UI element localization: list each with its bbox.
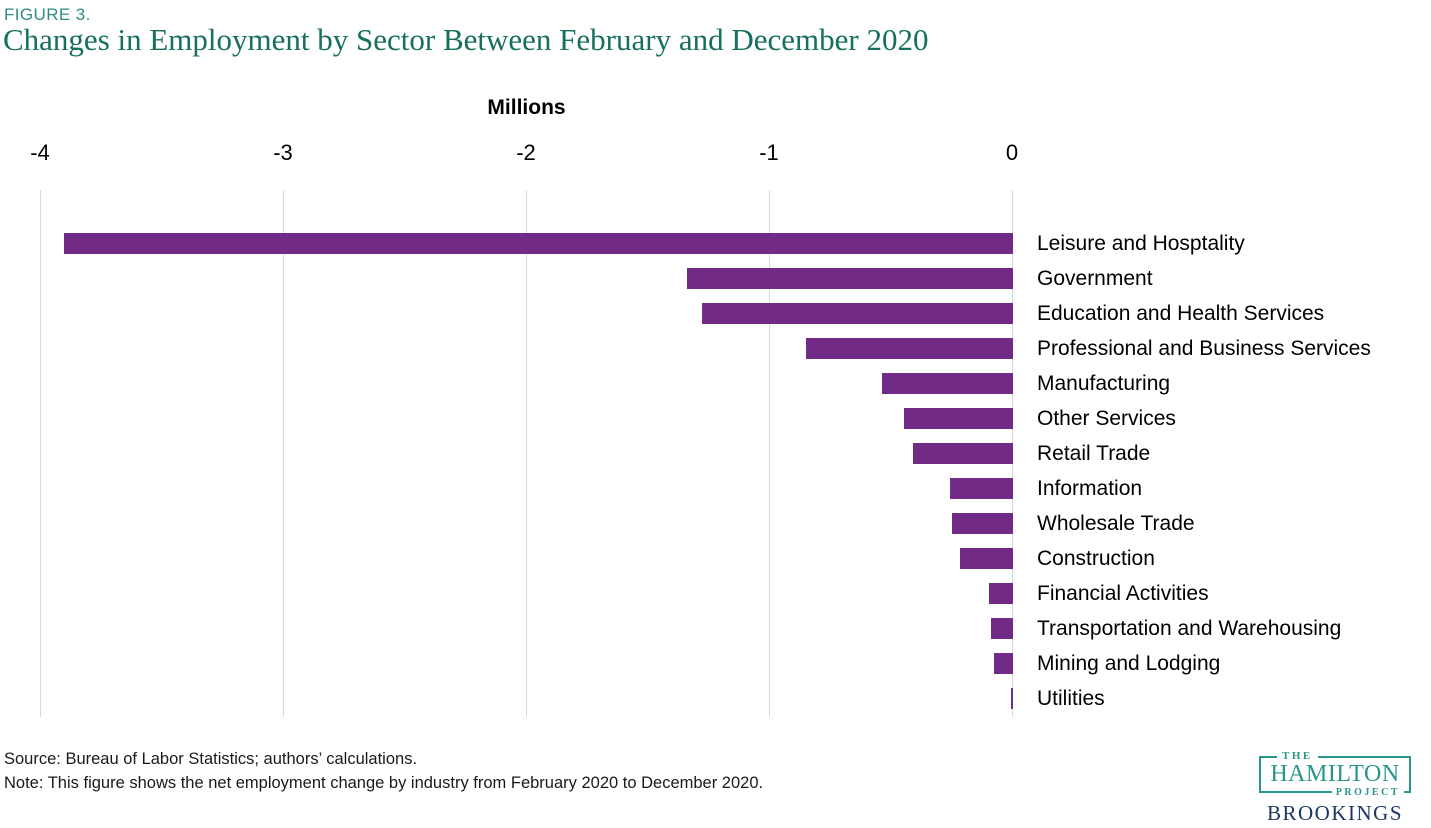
bar-track xyxy=(40,443,1013,464)
category-label: Education and Health Services xyxy=(1037,301,1325,325)
x-tick-label: -1 xyxy=(759,140,779,165)
bar-track xyxy=(40,373,1013,394)
category-label: Professional and Business Services xyxy=(1037,336,1371,360)
bar-track xyxy=(40,583,1013,604)
x-tick-label: -3 xyxy=(273,140,293,165)
bar-other-services xyxy=(903,408,1013,429)
hamilton-project-brookings-logo: THE HAMILTON PROJECT BROOKINGS xyxy=(1257,750,1413,826)
bar-track xyxy=(40,653,1013,674)
bar-track xyxy=(40,408,1013,429)
gridline xyxy=(40,190,41,717)
bar-rows: Leisure and Hosptality Government Educatio… xyxy=(40,226,1431,716)
bar-track xyxy=(40,268,1013,289)
bar-row: Government xyxy=(40,261,1431,296)
bar-row: Retail Trade xyxy=(40,436,1431,471)
logo-project-text: PROJECT xyxy=(1331,787,1404,798)
category-label: Other Services xyxy=(1037,406,1176,430)
bar-information xyxy=(949,478,1013,499)
bar-track xyxy=(40,618,1013,639)
bar-manufacturing xyxy=(881,373,1013,394)
brookings-wordmark: BROOKINGS xyxy=(1266,801,1403,825)
bar-transportation-and-warehousing xyxy=(991,618,1013,639)
category-label: Transportation and Warehousing xyxy=(1037,616,1342,640)
x-tick-label: 0 xyxy=(1005,140,1019,165)
bar-row: Other Services xyxy=(40,401,1431,436)
bar-utilities xyxy=(1010,688,1013,709)
bar-row: Manufacturing xyxy=(40,366,1431,401)
bar-financial-activities xyxy=(988,583,1013,604)
bar-row: Financial Activities xyxy=(40,576,1431,611)
category-label: Financial Activities xyxy=(1037,581,1209,605)
methodology-note: Note: This figure shows the net employme… xyxy=(4,773,764,792)
x-tick-label: -4 xyxy=(30,140,50,165)
category-label: Mining and Lodging xyxy=(1037,651,1221,675)
figure-title: Changes in Employment by Sector Between … xyxy=(3,22,929,57)
figure-number: FIGURE 3. xyxy=(4,5,91,24)
category-label: Wholesale Trade xyxy=(1037,511,1195,535)
bar-construction xyxy=(959,548,1013,569)
plot-area: Leisure and Hosptality Government Educatio… xyxy=(40,190,1371,717)
bar-row: Wholesale Trade xyxy=(40,506,1431,541)
footnotes: Source: Bureau of Labor Statistics; auth… xyxy=(4,748,763,795)
bar-track xyxy=(40,548,1013,569)
category-label: Utilities xyxy=(1037,686,1105,710)
bar-track xyxy=(40,688,1013,709)
gridline xyxy=(769,190,770,717)
bar-row: Leisure and Hosptality xyxy=(40,226,1431,261)
bar-track xyxy=(40,338,1013,359)
category-label: Leisure and Hosptality xyxy=(1037,231,1245,255)
bar-education-and-health-services xyxy=(701,303,1013,324)
gridline xyxy=(283,190,284,717)
x-axis-title: Millions xyxy=(487,96,566,119)
bar-track xyxy=(40,233,1013,254)
bar-wholesale-trade xyxy=(952,513,1013,534)
x-tick-label: -2 xyxy=(516,140,536,165)
bar-track xyxy=(40,303,1013,324)
bar-row: Utilities xyxy=(40,681,1431,716)
x-axis-ticks: -4 -3 -2 -1 0 xyxy=(30,140,1018,170)
gridline xyxy=(526,190,527,717)
logo-hamilton-text: HAMILTON xyxy=(1270,761,1400,787)
source-note: Source: Bureau of Labor Statistics; auth… xyxy=(4,750,418,768)
bar-track xyxy=(40,478,1013,499)
bar-row: Mining and Lodging xyxy=(40,646,1431,681)
category-label: Government xyxy=(1037,266,1153,290)
logo-the-text: THE xyxy=(1277,750,1318,762)
bar-row: Education and Health Services xyxy=(40,296,1431,331)
bar-government xyxy=(687,268,1013,289)
bar-track xyxy=(40,513,1013,534)
category-label: Manufacturing xyxy=(1037,371,1171,395)
category-label: Construction xyxy=(1037,546,1155,570)
bar-row: Professional and Business Services xyxy=(40,331,1431,366)
bar-row: Transportation and Warehousing xyxy=(40,611,1431,646)
category-label: Retail Trade xyxy=(1037,441,1151,465)
bar-row: Construction xyxy=(40,541,1431,576)
bar-leisure-and-hosptality xyxy=(64,233,1013,254)
hamilton-logo-box: THE HAMILTON PROJECT xyxy=(1259,750,1411,798)
bar-mining-and-lodging xyxy=(993,653,1013,674)
bar-professional-and-business-services xyxy=(806,338,1013,359)
bar-retail-trade xyxy=(913,443,1013,464)
bar-row: Information xyxy=(40,471,1431,506)
category-label: Information xyxy=(1037,476,1143,500)
